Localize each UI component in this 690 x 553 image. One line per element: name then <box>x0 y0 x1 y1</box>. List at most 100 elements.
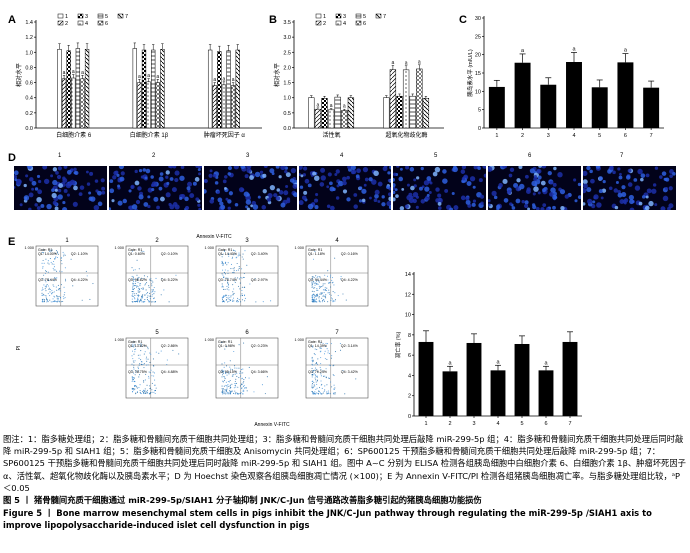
flow-event <box>45 296 47 298</box>
flow-event <box>327 352 329 354</box>
nucleus <box>621 185 626 190</box>
nucleus <box>307 183 312 188</box>
bar <box>562 341 578 416</box>
nucleus <box>421 199 426 204</box>
flow-event <box>330 274 332 276</box>
flow-event <box>319 287 321 289</box>
flow-event <box>337 294 339 297</box>
flow-event <box>319 277 321 279</box>
flow-event <box>221 370 223 372</box>
bar <box>341 110 348 129</box>
nucleus <box>396 166 400 168</box>
flow-event <box>132 269 135 271</box>
nucleus <box>609 166 614 171</box>
nucleus <box>498 183 504 188</box>
flow-event <box>245 387 248 389</box>
flow-event <box>131 376 133 378</box>
nucleus <box>219 204 225 210</box>
flow-event <box>312 371 314 374</box>
flow-event <box>332 291 334 293</box>
hoechst-image-row <box>14 166 677 210</box>
nucleus <box>335 169 340 174</box>
flow-x-axis-label-bottom: Annexin V-FITC <box>254 422 290 428</box>
flow-event <box>56 298 58 300</box>
flow-event <box>63 286 65 288</box>
flow-event <box>238 344 240 346</box>
flow-event <box>222 297 225 299</box>
bar <box>66 50 71 129</box>
flow-event <box>233 271 235 273</box>
flow-event <box>241 377 243 379</box>
flow-event <box>314 354 316 356</box>
flow-event <box>334 300 336 302</box>
y-axis-label: 相对水平 <box>15 63 23 87</box>
flow-event <box>234 367 236 369</box>
flow-event <box>45 295 47 297</box>
flow-event <box>222 390 224 393</box>
flow-event <box>143 380 145 382</box>
flow-event <box>143 301 145 303</box>
nucleus <box>335 196 339 200</box>
flow-event <box>64 297 66 299</box>
nucleus <box>398 176 404 182</box>
flow-event <box>322 283 324 285</box>
legend-label-5: 5 <box>105 14 108 20</box>
flow-event <box>134 298 136 300</box>
nucleus <box>86 170 89 174</box>
nucleus <box>314 205 319 210</box>
flow-event <box>322 294 324 296</box>
flow-event <box>223 370 225 372</box>
flow-event <box>244 300 246 302</box>
flow-event <box>240 295 242 297</box>
nucleus <box>598 176 604 181</box>
flow-x-axis-label: Annexin V-FITC <box>196 234 232 240</box>
flow-event <box>323 299 325 301</box>
hoechst-image-3 <box>203 166 297 210</box>
flow-event <box>248 366 250 369</box>
legend-swatch-4 <box>77 20 84 26</box>
flow-event <box>135 285 137 287</box>
nucleus <box>36 206 41 210</box>
flow-event <box>324 283 326 285</box>
flow-event <box>132 277 134 279</box>
nucleus <box>28 207 32 210</box>
flow-event <box>322 343 324 345</box>
flow-event <box>131 378 133 380</box>
flow-event <box>137 354 139 356</box>
flow-event <box>149 279 151 281</box>
flow-event <box>144 299 146 301</box>
flow-plot-frame <box>305 337 369 399</box>
flow-event <box>239 254 241 256</box>
significance-mark: a <box>213 77 216 83</box>
nucleus <box>669 174 674 178</box>
flow-event <box>233 269 235 271</box>
flow-event <box>327 279 329 281</box>
flow-event <box>355 378 357 380</box>
flow-event <box>240 372 242 374</box>
nucleus <box>573 178 577 182</box>
nucleus <box>269 185 275 191</box>
flow-event <box>232 293 234 295</box>
flow-plot-label: 6 <box>245 330 249 336</box>
flow-event <box>318 390 320 392</box>
flow-event <box>243 384 245 386</box>
nucleus <box>319 182 324 187</box>
nucleus <box>533 186 540 192</box>
flow-event <box>228 390 231 392</box>
flow-event <box>147 364 149 366</box>
flow-event <box>43 274 45 276</box>
quadrant-q3: Q3: 78.74% <box>218 278 238 282</box>
nucleus <box>400 167 404 171</box>
flow-event <box>313 291 315 293</box>
flow-event <box>135 370 137 372</box>
nucleus <box>109 188 114 194</box>
flow-event <box>227 253 230 256</box>
flow-event <box>145 392 147 394</box>
flow-event <box>319 276 321 278</box>
flow-event <box>49 299 51 301</box>
nucleus <box>283 190 288 196</box>
nucleus <box>174 204 180 210</box>
flow-event <box>154 291 156 293</box>
flow-event <box>89 298 91 301</box>
flow-event <box>236 392 239 394</box>
